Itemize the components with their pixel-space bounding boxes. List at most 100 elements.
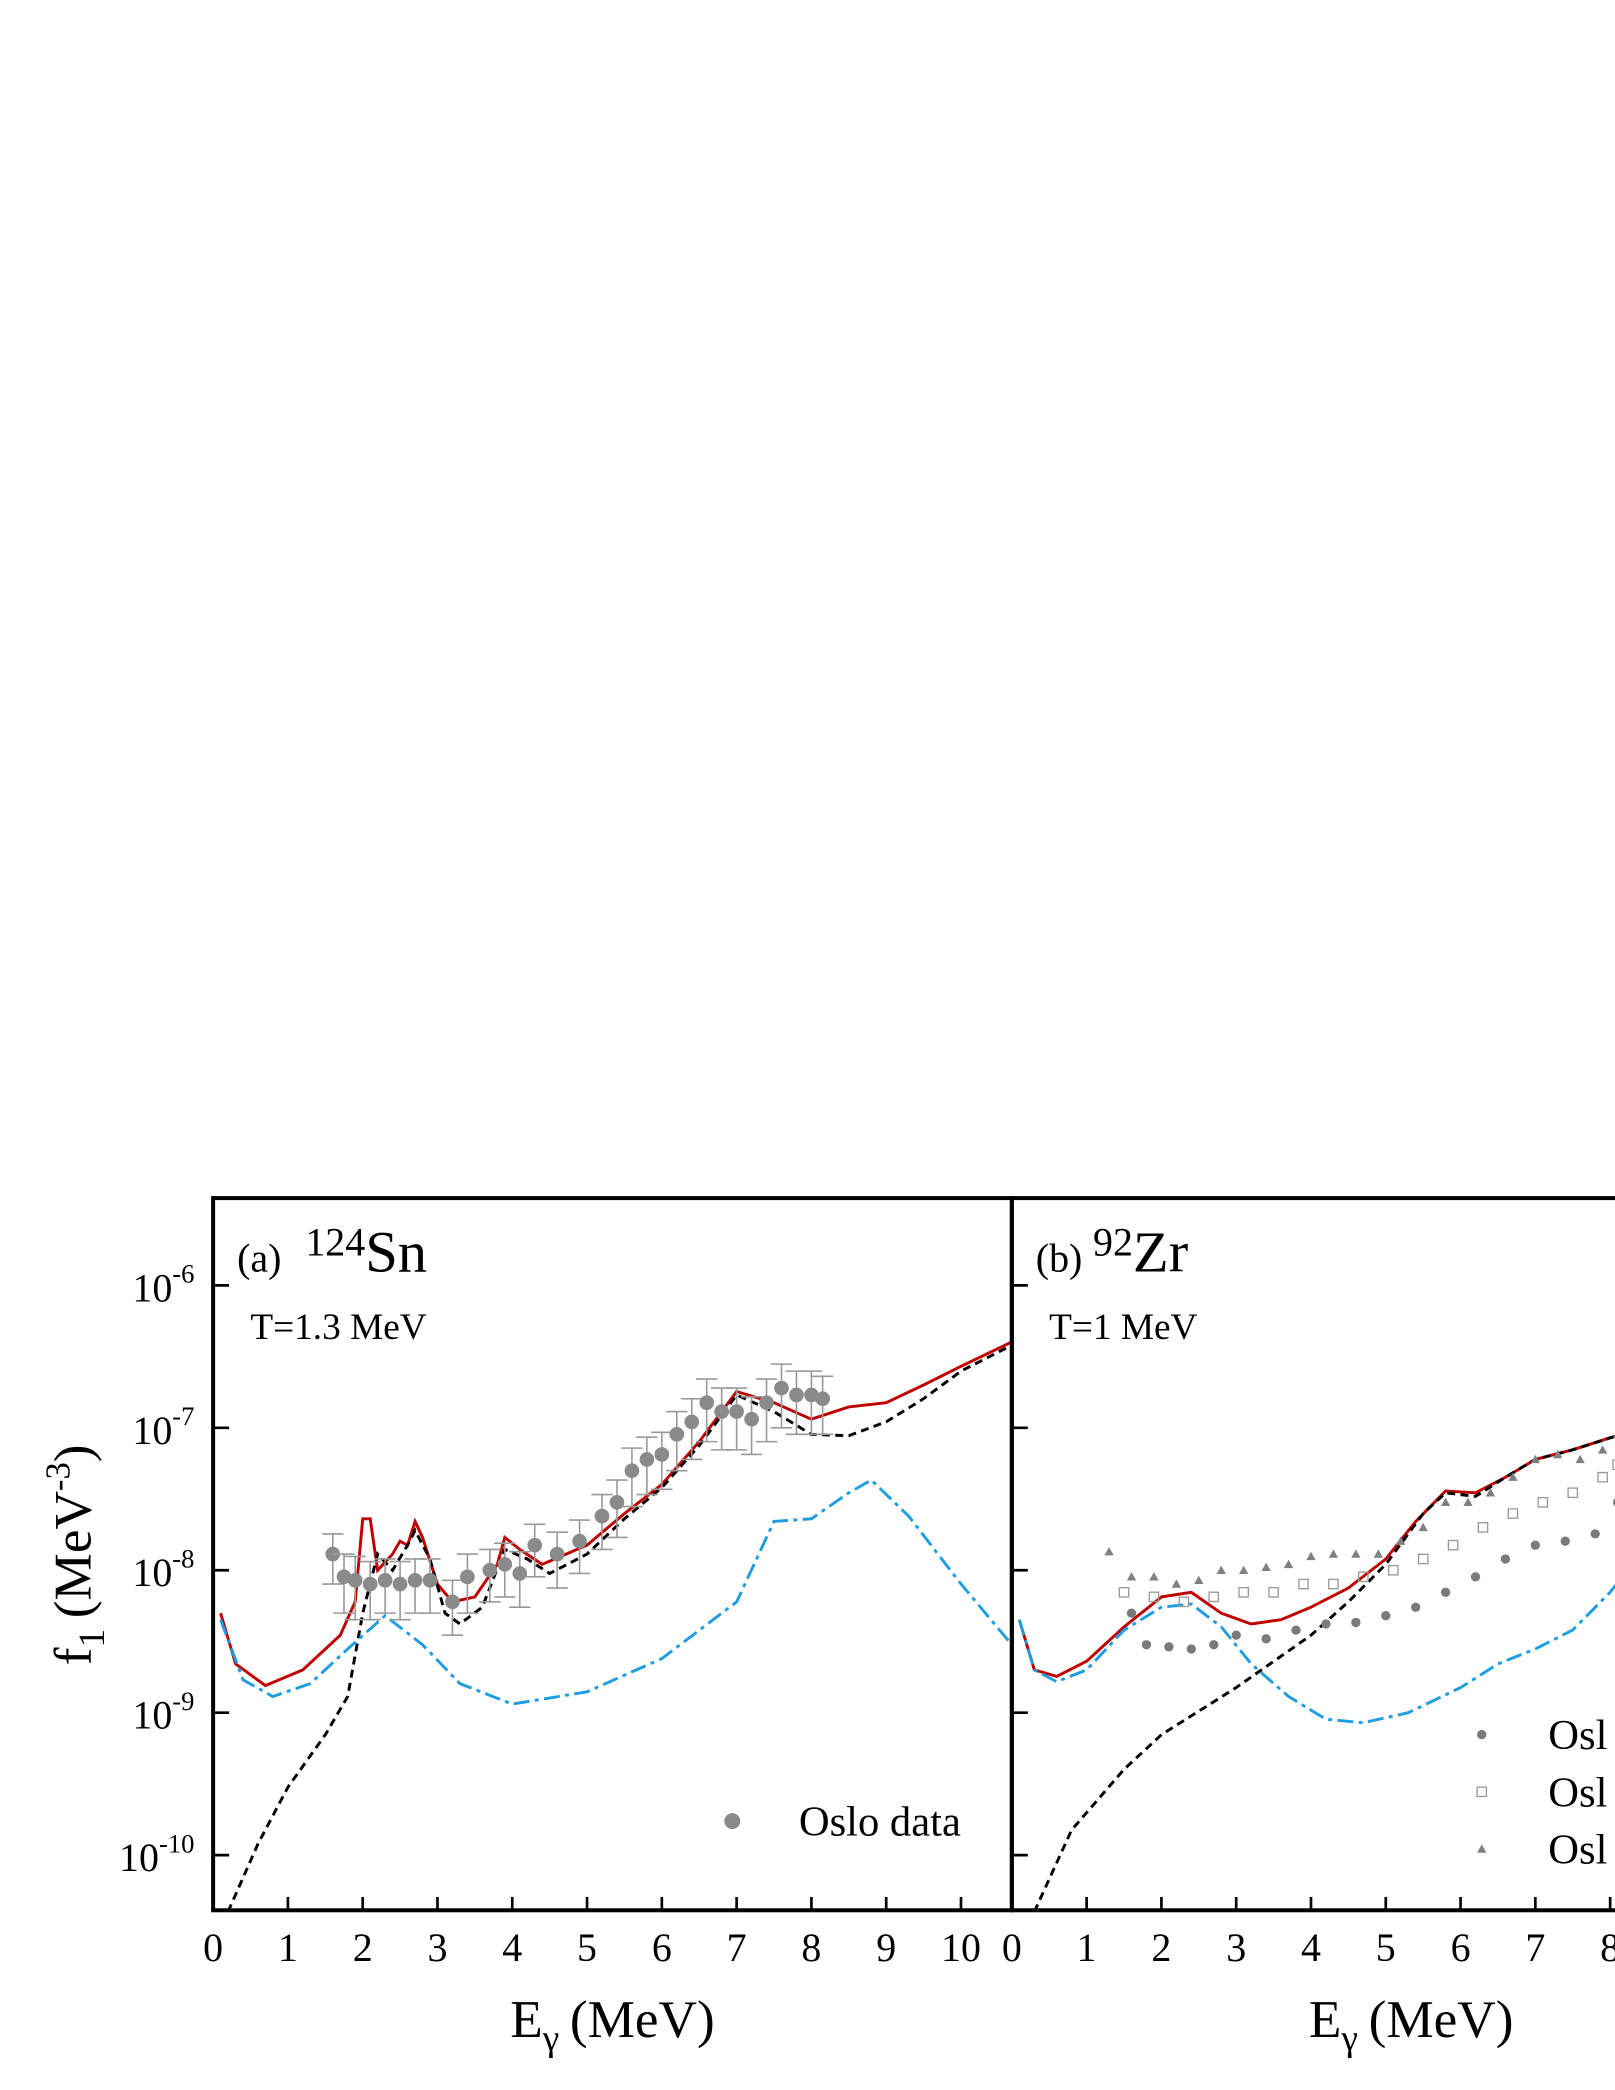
data-point	[1440, 1587, 1451, 1597]
y-tick-exp: -10	[159, 1828, 194, 1858]
y-tick-label: 10-8	[132, 1544, 194, 1596]
y-tick-label: 10-9	[132, 1686, 194, 1738]
data-point	[347, 1572, 363, 1588]
panel-label: (a) 124Sn	[237, 1219, 427, 1284]
y-label-close: )	[44, 1444, 103, 1462]
panel-letter: (a)	[237, 1235, 281, 1280]
panel-label: (b) 92Zr	[1036, 1219, 1188, 1284]
data-point	[1208, 1591, 1220, 1603]
data-point	[624, 1463, 640, 1479]
x-tick-label: 7	[1525, 1925, 1545, 1970]
data-point	[1612, 1459, 1615, 1471]
x-tick-label: 5	[577, 1925, 597, 1970]
data-point	[789, 1387, 804, 1403]
x-tick-label: 8	[1600, 1925, 1615, 1970]
data-point	[1387, 1564, 1399, 1576]
data-point	[1597, 1471, 1608, 1483]
data-point	[1597, 1445, 1608, 1454]
legend-label: Osl	[1548, 1712, 1607, 1759]
data-point	[1164, 1642, 1174, 1652]
legend-label: Oslo data	[799, 1799, 961, 1846]
y-tick-exp: -8	[172, 1544, 194, 1574]
y-tick-base: 10	[132, 1408, 172, 1453]
isotope-mass: 92	[1093, 1219, 1133, 1264]
x-tick-label: 5	[1376, 1925, 1396, 1970]
plot-area	[219, 1340, 1012, 1911]
data-point	[1239, 1565, 1249, 1574]
data-point	[1126, 1572, 1137, 1581]
data-point	[1291, 1625, 1301, 1635]
data-point	[1148, 1591, 1160, 1603]
legend-marker	[1477, 1729, 1487, 1740]
isotope-symbol: Zr	[1133, 1219, 1188, 1284]
legend-marker	[1476, 1786, 1488, 1798]
x-axis-label: Eγ (MeV)	[1309, 1990, 1514, 2059]
data-point	[512, 1566, 528, 1581]
panel: 0 1 2 3 4 5 6 7 8 Eγ (MeV) (b)92Zr T=1 MeV Osl Osl Osl	[1002, 1196, 1615, 2059]
y-axis-label: f1 (MeV-3)	[39, 1444, 113, 1665]
x-label-main: E	[510, 1990, 543, 2049]
x-axis-label: Eγ (MeV)	[510, 1990, 715, 2059]
isotope-symbol: Sn	[365, 1219, 427, 1284]
data-point	[1477, 1522, 1489, 1533]
x-tick-label: 1	[1077, 1925, 1097, 1970]
data-point	[654, 1447, 670, 1462]
data-point	[744, 1411, 759, 1427]
data-point	[572, 1533, 587, 1549]
data-point	[1470, 1572, 1481, 1582]
data-point	[1485, 1488, 1496, 1497]
data-point	[325, 1546, 341, 1562]
data-point	[1381, 1610, 1391, 1621]
y-tick-exp: -9	[172, 1686, 194, 1716]
x-label-sub: γ	[1340, 2018, 1357, 2059]
y-tick-base: 10	[132, 1265, 172, 1310]
data-point	[1537, 1496, 1549, 1508]
data-point	[1612, 1498, 1615, 1507]
data-point	[1126, 1608, 1137, 1618]
x-tick-label: 3	[427, 1925, 447, 1970]
data-point	[1238, 1586, 1250, 1598]
data-point	[1321, 1619, 1331, 1629]
data-point	[1298, 1578, 1309, 1590]
x-tick-label: 0	[203, 1925, 223, 1970]
data-point	[1500, 1554, 1511, 1564]
data-point	[669, 1427, 685, 1442]
data-point	[639, 1452, 655, 1467]
y-label-sub: 1	[72, 1629, 113, 1648]
y-tick-base: 10	[119, 1835, 159, 1880]
curve	[1017, 1583, 1615, 1725]
data-point	[1417, 1553, 1429, 1565]
legend-marker	[1477, 1844, 1487, 1853]
x-tick-label: 6	[1451, 1925, 1471, 1970]
data-point	[1530, 1540, 1541, 1550]
y-tick-exp: -7	[172, 1401, 194, 1431]
data-point	[1351, 1549, 1361, 1558]
data-point	[1373, 1549, 1383, 1558]
data-point	[1553, 1449, 1563, 1459]
frame	[1009, 1196, 1615, 1913]
x-tick-label: 1	[278, 1925, 298, 1970]
y-tick-exp: -6	[172, 1259, 194, 1289]
data-point	[1178, 1596, 1190, 1608]
data-point	[1358, 1571, 1369, 1583]
data-point	[729, 1404, 744, 1419]
legend-label: Osl	[1548, 1769, 1607, 1816]
x-tick-label: 7	[727, 1925, 747, 1970]
data-point	[362, 1576, 378, 1592]
y-label-unit: (MeV	[44, 1491, 103, 1618]
data-point	[1261, 1562, 1271, 1571]
data-point	[594, 1508, 610, 1524]
data-point	[1261, 1634, 1271, 1644]
data-point	[422, 1572, 438, 1588]
y-tick-base: 10	[132, 1693, 172, 1738]
data-point	[699, 1395, 715, 1411]
data-point	[1507, 1508, 1519, 1519]
data-point	[1351, 1617, 1361, 1628]
x-tick-label: 2	[1151, 1925, 1171, 1970]
data-point	[377, 1572, 393, 1588]
y-label-main: f	[44, 1647, 103, 1665]
curve	[1033, 1435, 1615, 1911]
isotope-mass: 124	[305, 1219, 365, 1264]
